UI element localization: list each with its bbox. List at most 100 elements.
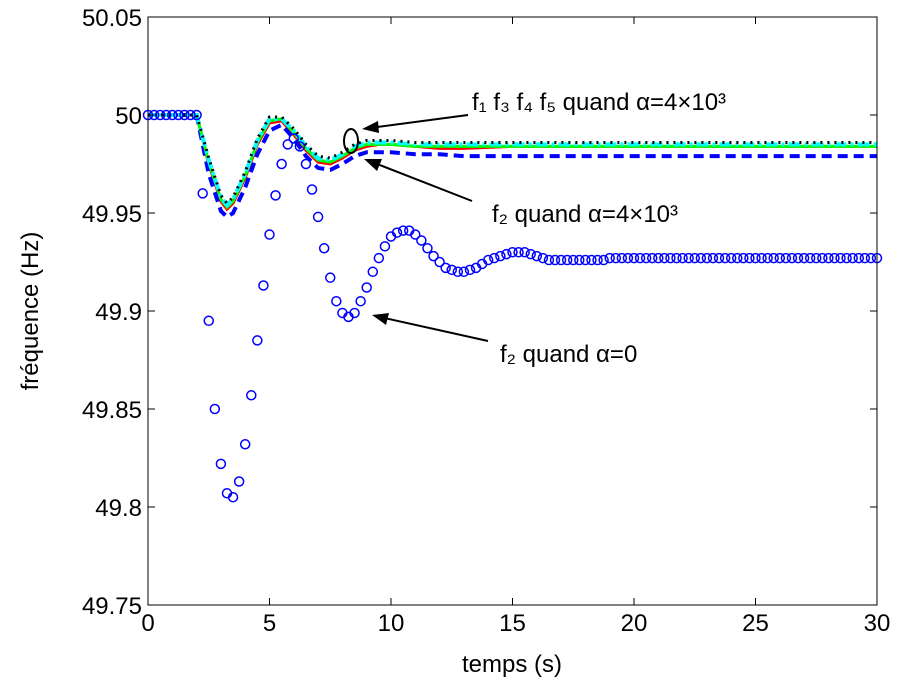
data-point (203, 315, 214, 327)
data-point (325, 272, 336, 283)
data-point (750, 252, 761, 264)
y-tick-label: 49.8 (95, 495, 142, 522)
data-point (270, 190, 281, 201)
data-point (762, 252, 773, 264)
data-point (604, 252, 615, 264)
y-axis-label: fréquence (Hz) (17, 232, 44, 391)
data-point (598, 254, 609, 266)
data-point (695, 252, 707, 264)
data-point (725, 252, 737, 264)
data-point (701, 252, 713, 264)
data-point (294, 141, 306, 152)
data-point (197, 188, 208, 199)
x-tick-label: 20 (621, 610, 648, 637)
data-point (835, 252, 846, 264)
data-point (719, 252, 731, 264)
data-point (349, 307, 360, 319)
data-point (154, 109, 166, 121)
data-point (379, 241, 391, 252)
data-point (622, 252, 634, 264)
data-point (744, 252, 755, 264)
y-tick-label: 50 (115, 103, 142, 130)
data-point (798, 252, 810, 264)
data-point (428, 250, 439, 262)
data-point (519, 246, 530, 258)
data-point (489, 252, 500, 264)
data-point (239, 439, 251, 450)
data-point (458, 266, 470, 278)
x-tick-label: 5 (263, 610, 276, 637)
data-point (537, 252, 549, 264)
data-point (434, 256, 445, 268)
data-point (185, 109, 196, 121)
data-point (373, 252, 385, 264)
data-point (817, 252, 828, 264)
data-point (507, 246, 518, 258)
data-point (160, 109, 172, 121)
data-point (841, 252, 852, 264)
data-point (823, 252, 834, 264)
data-point (410, 229, 421, 240)
data-point (756, 252, 767, 264)
data-point (331, 295, 342, 307)
data-point (258, 280, 269, 291)
data-point (173, 109, 184, 121)
data-point (786, 252, 798, 264)
data-point (665, 252, 676, 264)
data-point (555, 254, 567, 266)
series-line (148, 113, 877, 220)
data-point (167, 109, 178, 121)
highlight-ellipse (343, 128, 359, 154)
x-tick-label: 30 (864, 610, 891, 637)
x-tick-label: 15 (499, 610, 526, 637)
data-point (525, 248, 536, 260)
x-tick-label: 0 (141, 610, 154, 637)
data-point (233, 476, 245, 487)
data-point (561, 254, 573, 266)
data-point (276, 158, 287, 170)
data-point (282, 139, 293, 150)
data-point (422, 243, 433, 254)
annotation: f₁ f₃ f₄ f₅ quand α=4×10³ (472, 89, 726, 116)
data-point (592, 254, 603, 266)
data-point (215, 458, 227, 470)
x-tick-label: 10 (378, 610, 405, 637)
data-point (634, 252, 646, 264)
data-point (482, 254, 494, 266)
arrow-head (362, 121, 379, 133)
data-point (659, 252, 670, 264)
data-point (640, 252, 652, 264)
data-point (865, 252, 877, 264)
arrow (371, 161, 473, 202)
annotations: f₁ f₃ f₄ f₅ quand α=4×10³ f₂ quand α=4×1… (343, 89, 726, 368)
data-point (367, 266, 379, 278)
data-point (501, 248, 512, 260)
data-point (847, 252, 858, 264)
data-point (209, 403, 221, 415)
data-point (646, 252, 658, 264)
x-tick-label: 25 (742, 610, 769, 637)
data-point (829, 252, 840, 264)
data-point (179, 109, 190, 121)
data-point (738, 252, 749, 264)
data-point (446, 264, 457, 276)
data-point (713, 252, 725, 264)
annotation: f₂ quand α=0 (500, 341, 637, 368)
data-point (568, 254, 579, 266)
data-point (707, 252, 719, 264)
data-point (859, 252, 871, 264)
data-point (628, 252, 640, 264)
data-point (355, 295, 366, 307)
data-point (416, 235, 427, 246)
data-point (768, 252, 779, 264)
arrow-head (364, 159, 382, 171)
data-point (288, 133, 300, 144)
data-point (792, 252, 804, 264)
data-point (549, 254, 561, 266)
data-point (853, 252, 865, 264)
data-point (683, 252, 694, 264)
data-point (671, 252, 682, 264)
y-tick-label: 49.95 (82, 201, 142, 228)
data-point (513, 246, 524, 258)
